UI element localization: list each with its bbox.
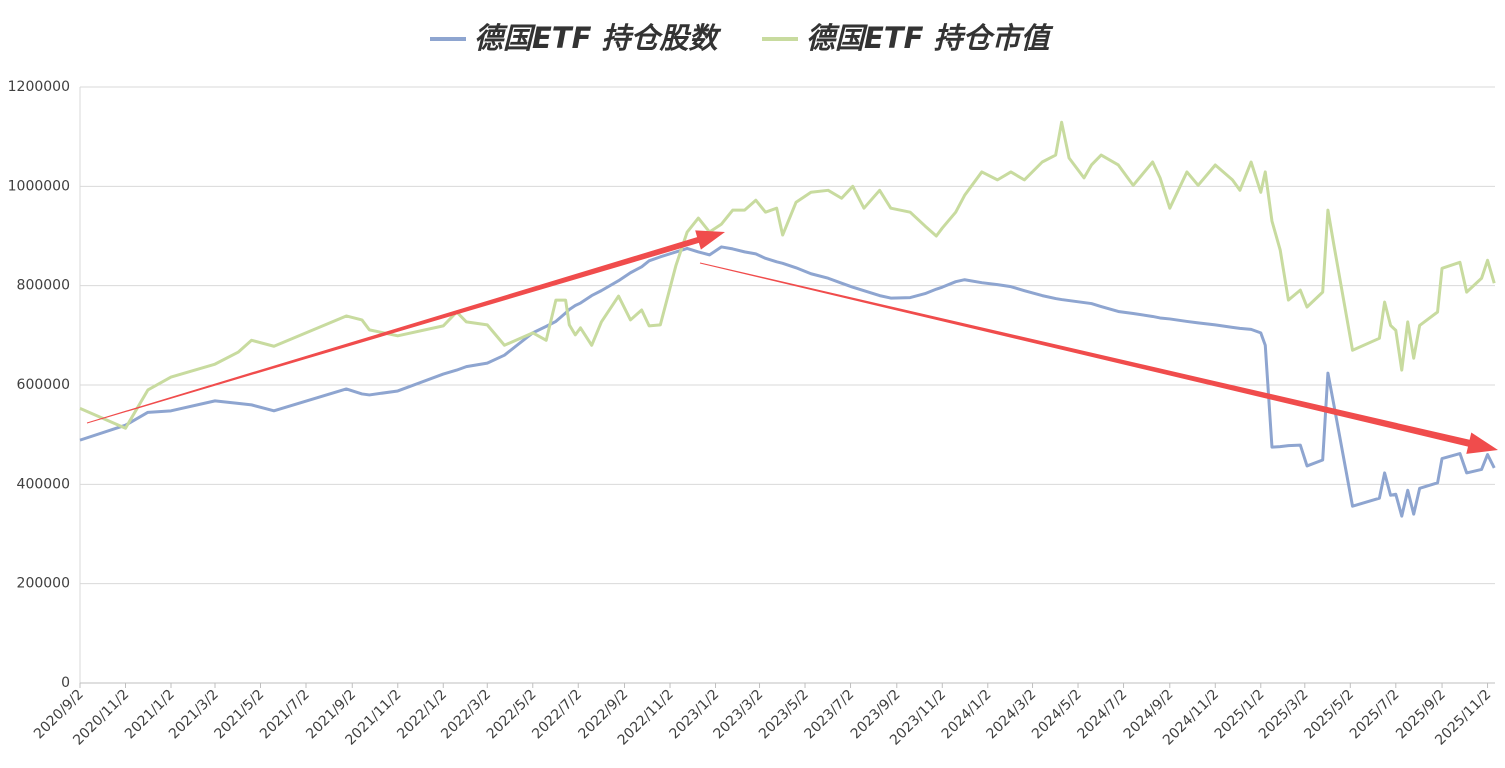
x-tick-label: 2023/7/2	[802, 687, 858, 743]
x-tick-label: 2025/7/2	[1347, 687, 1403, 743]
y-tick-label: 0	[61, 675, 70, 691]
annotation-arrows	[86, 230, 1498, 454]
x-tick-label: 2022/7/2	[529, 687, 585, 743]
legend: 德国ETF 持仓股数 德国ETF 持仓市值	[430, 21, 1053, 55]
x-tick-label: 2021/7/2	[257, 687, 313, 743]
y-tick-label: 1200000	[8, 79, 70, 95]
y-tick-label: 600000	[17, 377, 70, 393]
series-line	[79, 245, 1496, 518]
y-tick-label: 1000000	[8, 178, 70, 194]
x-tick-label: 2024/7/2	[1075, 687, 1131, 743]
plot-area: 0 200000 400000 600000 800000 1000000 1200000 2…	[8, 79, 1496, 749]
trend-arrow	[699, 262, 1498, 454]
series-line	[79, 120, 1496, 430]
y-tick-label: 400000	[17, 476, 70, 492]
y-tick-label: 800000	[17, 278, 70, 294]
legend-label: 德国ETF 持仓股数	[474, 21, 721, 55]
y-tick-label: 200000	[17, 576, 70, 592]
trend-arrow	[86, 230, 725, 424]
legend-label: 德国ETF 持仓市值	[806, 21, 1053, 55]
